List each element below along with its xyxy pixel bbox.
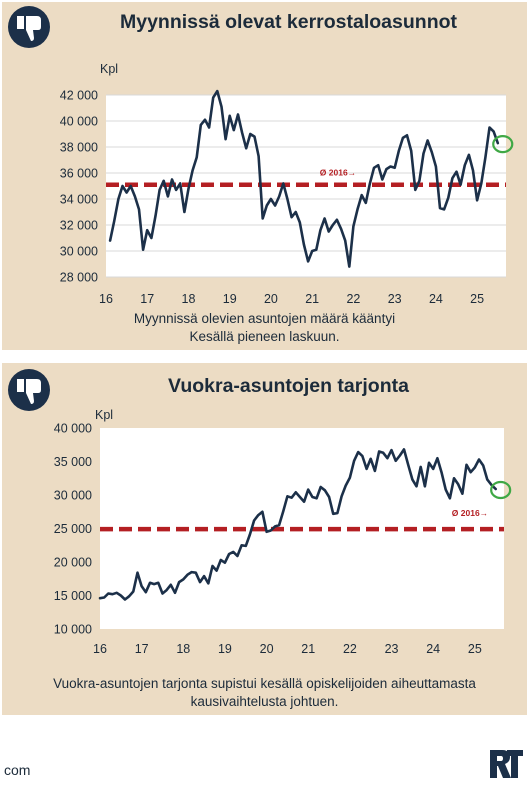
average-label: Ø 2016→: [320, 168, 356, 178]
y-tick-label: 35 000: [54, 455, 92, 469]
x-tick-label: 21: [305, 292, 319, 306]
y-tick-label: 30 000: [54, 489, 92, 503]
caption-line: Myynnissä olevien asuntojen määrä käänty…: [133, 311, 396, 326]
last-point-marker: [492, 135, 514, 154]
y-tick-label: 30 000: [60, 245, 98, 259]
y-axis-label: Kpl: [100, 62, 118, 76]
x-tick-label: 25: [468, 642, 482, 656]
x-tick-label: 19: [218, 642, 232, 656]
caption-line: kausivaihtelusta johtuen.: [190, 694, 339, 709]
average-label: Ø 2016→: [452, 508, 488, 518]
series-line: [98, 448, 498, 601]
y-tick-label: 42 000: [60, 89, 98, 103]
x-tick-label: 20: [264, 292, 278, 306]
x-tick-label: 25: [470, 292, 484, 306]
x-tick-label: 17: [135, 642, 149, 656]
y-tick-label: 40 000: [54, 422, 92, 436]
y-tick-label: 38 000: [60, 141, 98, 155]
y-tick-label: 28 000: [60, 271, 98, 285]
caption-line: Vuokra-asuntojen tarjonta supistui kesäl…: [53, 676, 476, 691]
chart-title: Vuokra-asuntojen tarjonta: [168, 375, 409, 397]
x-tick-label: 22: [346, 292, 360, 306]
y-tick-label: 32 000: [60, 219, 98, 233]
x-tick-label: 19: [223, 292, 237, 306]
y-axis-label: Kpl: [95, 408, 113, 422]
x-tick-label: 24: [426, 642, 440, 656]
x-tick-label: 22: [343, 642, 357, 656]
x-tick-label: 20: [260, 642, 274, 656]
last-point-marker: [490, 480, 512, 500]
y-tick-label: 34 000: [60, 193, 98, 207]
rt-logo: [490, 750, 523, 778]
y-tick-label: 25 000: [54, 522, 92, 536]
chart-plot: 10 000 15 000 20 000 25 000 30 000 35 000 40 0…: [54, 408, 512, 656]
chart-title: Myynnissä olevat kerrostaloasunnot: [119, 11, 458, 33]
caption-line: Kesällä pieneen laskuun.: [189, 329, 340, 344]
x-tick-label: 17: [140, 292, 154, 306]
x-tick-label: 18: [176, 642, 190, 656]
x-tick-label: 23: [388, 292, 402, 306]
x-tick-label: 21: [301, 642, 315, 656]
chart-panel-sale-listings: Myynnissä olevat kerrostaloasunnot 28 00…: [2, 2, 527, 350]
chart-caption: Myynnissä olevien asuntojen määrä käänty…: [2, 310, 527, 346]
thumbs-down-icon: [8, 369, 50, 411]
chart-caption: Vuokra-asuntojen tarjonta supistui kesäl…: [2, 675, 527, 711]
x-tick-label: 16: [99, 292, 113, 306]
y-tick-label: 15 000: [54, 589, 92, 603]
x-tick-label: 23: [385, 642, 399, 656]
y-tick-label: 20 000: [54, 556, 92, 570]
y-tick-label: 40 000: [60, 115, 98, 129]
y-tick-label: 10 000: [54, 623, 92, 637]
chart-plot: 28 000 30 000 32 000 34 000 36 000 38 000 40 0…: [60, 62, 514, 306]
series-line: [108, 89, 500, 268]
x-tick-label: 18: [182, 292, 196, 306]
y-tick-label: 36 000: [60, 167, 98, 181]
footer-text: com: [4, 762, 31, 778]
x-tick-label: 16: [93, 642, 107, 656]
thumbs-down-icon: [8, 6, 50, 48]
chart-panel-rental-supply: Vuokra-asuntojen tarjonta 10 000 15 000 20…: [2, 363, 527, 715]
x-tick-label: 24: [429, 292, 443, 306]
